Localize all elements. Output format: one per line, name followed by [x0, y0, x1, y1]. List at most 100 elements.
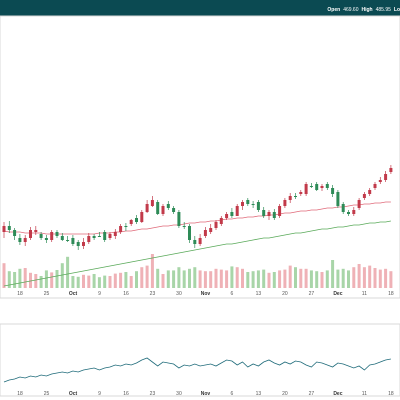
volume-bar: [34, 274, 38, 288]
candle-body: [135, 218, 138, 222]
candle-body: [304, 184, 308, 194]
candle-body: [283, 200, 287, 206]
price-panel: [0, 15, 400, 299]
candle-body: [241, 202, 244, 206]
volume-bar: [193, 267, 197, 288]
volume-bar: [362, 267, 366, 288]
candle-body: [161, 206, 165, 214]
candle-body: [44, 238, 48, 240]
volume-bar: [87, 275, 91, 288]
volume-bar: [50, 272, 54, 288]
volume-bar: [150, 254, 154, 288]
candle-body: [172, 208, 176, 212]
volume-bar: [352, 267, 356, 288]
volume-bar: [103, 275, 107, 288]
candle-body: [34, 230, 38, 232]
volume-bar: [66, 256, 70, 288]
candle-body: [198, 238, 202, 244]
volume-bar: [278, 270, 282, 288]
x-tick-label: 18: [17, 391, 23, 397]
top-bar: Open 469.60 High 485.95 Lo: [0, 0, 400, 16]
indicator-line: [3, 357, 391, 383]
x-tick-label: Oct: [69, 291, 78, 297]
x-tick-label: 9: [98, 291, 101, 297]
volume-bar: [267, 272, 271, 288]
volume-bar: [241, 268, 244, 288]
ma50-line: [3, 201, 391, 235]
x-tick-label: 20: [282, 391, 288, 397]
candle-body: [336, 192, 340, 206]
x-tick-label: 13: [256, 291, 262, 297]
volume-bar: [60, 263, 64, 288]
candle-body: [230, 212, 234, 216]
candle-body: [145, 204, 149, 212]
volume-bar: [373, 268, 377, 288]
volume-bar: [320, 272, 324, 288]
candle-body: [331, 188, 335, 194]
candle-body: [347, 212, 350, 214]
volume-bar: [97, 277, 101, 288]
x-tick-label: 11: [362, 391, 367, 397]
volume-bar: [18, 268, 22, 288]
candle-body: [325, 184, 329, 188]
candle-body: [203, 230, 207, 236]
x-tick-label: 11: [362, 291, 367, 297]
candle-body: [18, 238, 22, 242]
x-tick-label: Oct: [69, 391, 78, 397]
x-tick-label: 9: [98, 391, 101, 397]
volume-bar: [7, 271, 11, 288]
volume-bar: [368, 265, 372, 288]
volume-bar: [39, 276, 43, 288]
x-tick-label: 30: [176, 391, 182, 397]
volume-bar: [166, 270, 170, 288]
volume-bar: [304, 268, 308, 288]
candle-body: [251, 204, 255, 205]
candle-body: [50, 232, 54, 240]
volume-bars: [2, 254, 393, 288]
candle-body: [246, 200, 250, 204]
volume-bar: [347, 270, 350, 288]
moving-averages: [3, 201, 391, 287]
volume-bar: [198, 270, 202, 288]
x-tick-label: 18: [17, 291, 23, 297]
candle-body: [140, 212, 144, 222]
candle-body: [119, 226, 123, 232]
candle-body: [87, 236, 91, 242]
high-value: 485.95: [375, 7, 391, 13]
candle-body: [315, 184, 319, 190]
candle-body: [309, 186, 313, 187]
candle-body: [267, 212, 271, 216]
candle-body: [225, 214, 229, 218]
candle-body: [341, 204, 345, 212]
volume-bar: [23, 268, 27, 288]
volume-bar: [13, 272, 17, 288]
high-label: High: [361, 7, 373, 13]
candle-body: [55, 232, 59, 236]
candle-body: [39, 234, 43, 238]
candle-body: [256, 202, 260, 210]
volume-bar: [251, 271, 255, 288]
volume-bar: [214, 268, 218, 288]
x-tick-label: Dec: [333, 291, 342, 297]
candle-body: [7, 226, 11, 230]
candle-body: [299, 192, 303, 194]
volume-bar: [272, 272, 276, 288]
volume-bar: [82, 274, 85, 288]
volume-bar: [225, 270, 229, 288]
volume-bar: [219, 269, 223, 288]
candle-body: [108, 234, 112, 238]
candle-body: [352, 210, 356, 214]
volume-bar: [299, 268, 303, 288]
candle-body: [262, 210, 266, 216]
volume-bar: [341, 268, 345, 288]
x-tick-label: 6: [231, 291, 234, 297]
volume-bar: [124, 272, 128, 288]
volume-bar: [378, 269, 382, 288]
candle-body: [150, 200, 154, 206]
x-tick-label: 25: [44, 291, 50, 297]
candle-body: [113, 232, 117, 236]
open-value: 469.60: [343, 7, 359, 13]
candle-body: [182, 226, 186, 227]
volume-bar: [182, 270, 186, 288]
